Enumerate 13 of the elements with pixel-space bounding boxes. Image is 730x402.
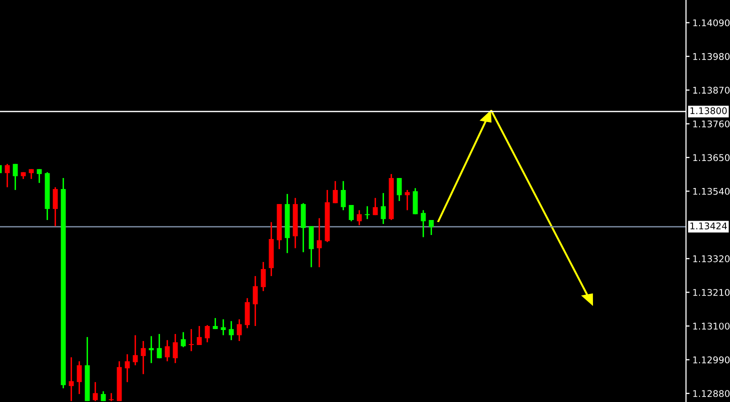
y-tick-label: 1.12880 xyxy=(693,390,730,398)
y-tick-label: 1.13760 xyxy=(693,120,730,128)
y-tick-label: 1.13870 xyxy=(693,86,730,94)
ref-line-label: 1.13424 xyxy=(690,222,727,230)
y-tick-label: 1.13650 xyxy=(693,154,730,162)
y-tick-label: 1.13210 xyxy=(693,288,730,296)
y-tick-label: 1.13320 xyxy=(693,255,730,262)
y-tick-label: 1.14090 xyxy=(693,19,730,26)
y-tick-label: 1.13540 xyxy=(693,188,730,195)
y-tick-label: 1.12990 xyxy=(693,356,730,364)
ref-line-label: 1.13800 xyxy=(690,107,727,114)
y-tick-label: 1.13100 xyxy=(693,322,730,330)
y-tick-label: 1.13980 xyxy=(693,53,730,60)
